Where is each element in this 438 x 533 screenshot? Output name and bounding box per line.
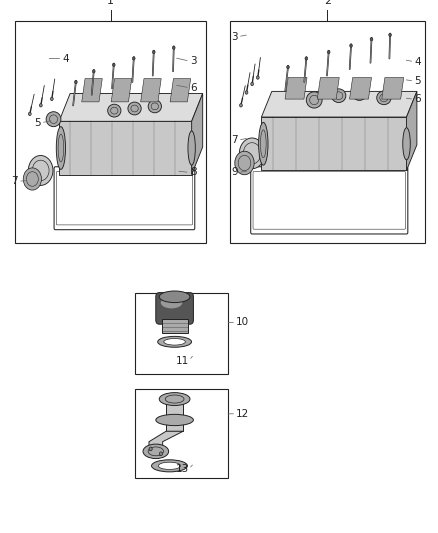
Text: 5: 5 bbox=[34, 118, 41, 128]
Circle shape bbox=[159, 452, 162, 456]
Ellipse shape bbox=[158, 336, 191, 348]
Text: 3: 3 bbox=[190, 56, 196, 66]
Circle shape bbox=[50, 97, 53, 101]
Bar bbox=[162, 319, 187, 333]
Circle shape bbox=[327, 51, 330, 54]
Ellipse shape bbox=[159, 462, 180, 470]
Text: 4: 4 bbox=[414, 56, 421, 67]
Polygon shape bbox=[59, 94, 203, 122]
Polygon shape bbox=[406, 91, 417, 171]
Polygon shape bbox=[170, 78, 191, 102]
Polygon shape bbox=[350, 77, 371, 99]
Circle shape bbox=[251, 82, 254, 86]
Circle shape bbox=[245, 91, 248, 94]
Text: 3: 3 bbox=[231, 31, 238, 42]
Ellipse shape bbox=[161, 297, 182, 309]
Ellipse shape bbox=[152, 460, 187, 472]
Polygon shape bbox=[141, 78, 161, 102]
Ellipse shape bbox=[306, 92, 322, 108]
Circle shape bbox=[74, 80, 77, 84]
Circle shape bbox=[113, 63, 115, 67]
Circle shape bbox=[28, 112, 31, 116]
Text: 12: 12 bbox=[236, 409, 249, 419]
Text: 11: 11 bbox=[176, 356, 189, 366]
Text: 5: 5 bbox=[414, 76, 421, 86]
Polygon shape bbox=[261, 117, 406, 171]
Circle shape bbox=[235, 151, 254, 175]
Text: 2: 2 bbox=[324, 0, 331, 6]
Bar bbox=[135, 293, 228, 374]
Circle shape bbox=[23, 168, 42, 190]
Polygon shape bbox=[82, 78, 102, 102]
FancyBboxPatch shape bbox=[156, 293, 194, 324]
Ellipse shape bbox=[188, 131, 195, 165]
Polygon shape bbox=[285, 77, 307, 99]
Circle shape bbox=[286, 66, 290, 69]
Circle shape bbox=[28, 156, 53, 185]
Ellipse shape bbox=[164, 338, 185, 345]
Bar bbox=[135, 389, 228, 478]
Text: 9: 9 bbox=[231, 167, 238, 177]
Ellipse shape bbox=[403, 128, 410, 160]
Circle shape bbox=[240, 103, 242, 107]
Text: 4: 4 bbox=[62, 54, 69, 63]
Ellipse shape bbox=[159, 393, 190, 406]
Polygon shape bbox=[382, 77, 404, 99]
Polygon shape bbox=[59, 122, 192, 175]
Polygon shape bbox=[111, 78, 132, 102]
Circle shape bbox=[305, 57, 307, 60]
Bar bbox=[15, 21, 206, 243]
Polygon shape bbox=[149, 431, 183, 454]
Ellipse shape bbox=[108, 104, 121, 117]
Circle shape bbox=[149, 447, 152, 451]
Text: 8: 8 bbox=[190, 167, 196, 177]
Text: 7: 7 bbox=[231, 135, 238, 145]
Polygon shape bbox=[192, 94, 203, 175]
Text: 7: 7 bbox=[11, 176, 18, 187]
Ellipse shape bbox=[57, 127, 66, 169]
Circle shape bbox=[350, 44, 353, 47]
Text: 6: 6 bbox=[414, 94, 421, 104]
Bar bbox=[230, 21, 425, 243]
Ellipse shape bbox=[156, 414, 194, 426]
Ellipse shape bbox=[377, 91, 391, 104]
Polygon shape bbox=[317, 77, 339, 99]
Circle shape bbox=[256, 76, 259, 79]
Text: 10: 10 bbox=[236, 317, 249, 327]
Circle shape bbox=[152, 50, 155, 54]
Text: 1: 1 bbox=[107, 0, 114, 6]
Bar bbox=[166, 399, 183, 431]
Polygon shape bbox=[261, 91, 417, 117]
Ellipse shape bbox=[148, 100, 162, 113]
Ellipse shape bbox=[143, 444, 169, 458]
Text: 6: 6 bbox=[190, 83, 196, 93]
Circle shape bbox=[92, 70, 95, 73]
Ellipse shape bbox=[128, 102, 141, 115]
Circle shape bbox=[39, 103, 42, 107]
Circle shape bbox=[240, 138, 265, 169]
Circle shape bbox=[173, 46, 175, 50]
Circle shape bbox=[132, 57, 135, 60]
Circle shape bbox=[370, 37, 373, 41]
Ellipse shape bbox=[332, 89, 346, 102]
Ellipse shape bbox=[46, 112, 61, 127]
Ellipse shape bbox=[352, 87, 367, 100]
Ellipse shape bbox=[159, 291, 190, 303]
Circle shape bbox=[389, 33, 392, 37]
Ellipse shape bbox=[258, 123, 268, 165]
Text: 13: 13 bbox=[176, 464, 189, 474]
